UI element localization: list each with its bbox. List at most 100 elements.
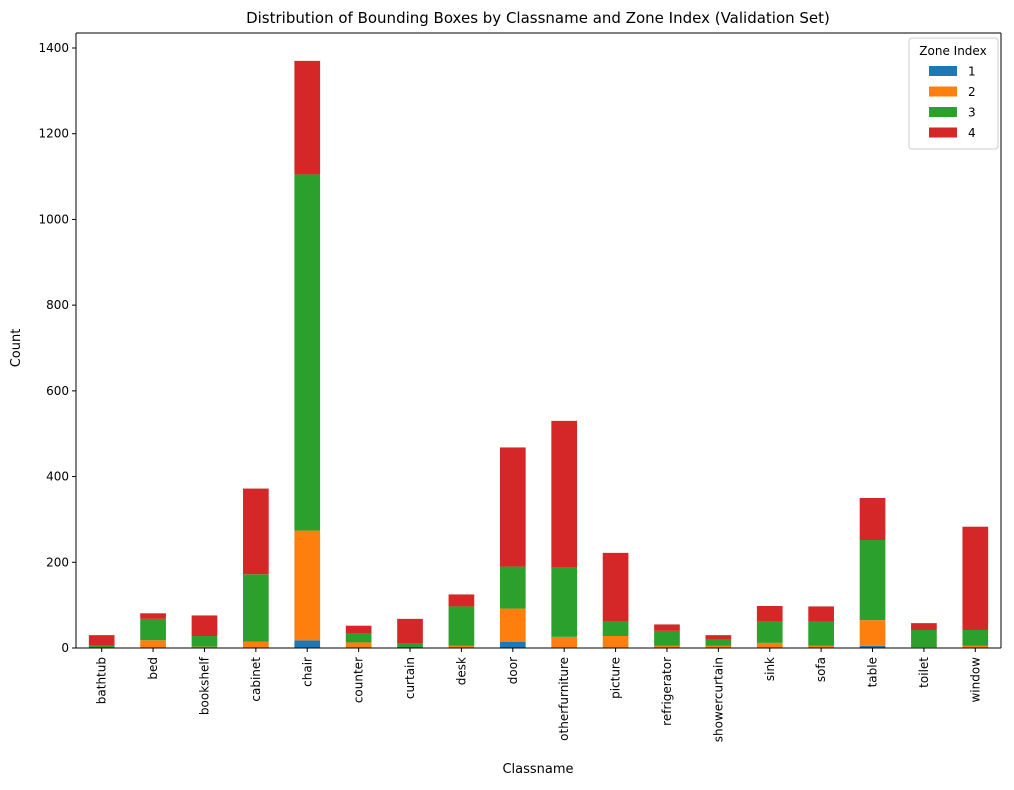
legend-label-zone-3: 3 — [968, 106, 976, 120]
legend-label-zone-4: 4 — [968, 126, 976, 140]
bar-stack-toilet — [911, 623, 937, 648]
bar-stack-counter — [345, 625, 372, 648]
legend-swatch-zone-1 — [929, 66, 957, 76]
bar-toilet-zone-3 — [911, 630, 937, 648]
bar-stack-refrigerator — [654, 624, 680, 648]
bar-window-zone-4 — [962, 526, 989, 630]
legend: Zone Index 1 2 3 4 — [908, 37, 999, 150]
bar-refrigerator-zone-4 — [654, 624, 680, 631]
x-tick-label: door — [506, 657, 520, 684]
x-tick-label: window — [968, 657, 982, 703]
bar-showercurtain-zone-3 — [705, 639, 732, 646]
bar-sink-zone-2 — [756, 642, 783, 648]
bar-chair-zone-2 — [294, 530, 321, 641]
y-tick-label: 800 — [46, 298, 69, 312]
bar-picture-zone-4 — [602, 552, 629, 621]
bar-stack-showercurtain — [705, 635, 732, 648]
x-tick-label: bookshelf — [197, 656, 211, 715]
bar-stack-door — [499, 447, 526, 648]
bar-bed-zone-4 — [140, 613, 166, 619]
legend-label-zone-1: 1 — [968, 65, 976, 79]
bar-picture-zone-3 — [602, 621, 629, 636]
x-tick-label: refrigerator — [660, 657, 674, 726]
y-tick-label: 600 — [46, 384, 69, 398]
bar-door-zone-3 — [499, 566, 526, 609]
bar-stack-desk — [448, 594, 475, 648]
x-tick-label: cabinet — [249, 657, 263, 702]
x-tick-label: desk — [454, 657, 468, 685]
bar-counter-zone-3 — [345, 633, 372, 643]
bar-counter-zone-2 — [345, 642, 372, 648]
y-tick-label: 0 — [61, 641, 69, 655]
bar-bathtub-zone-4 — [88, 635, 115, 646]
bar-showercurtain-zone-4 — [705, 635, 732, 640]
bar-cabinet-zone-2 — [243, 641, 269, 648]
legend-entries: 1 2 3 4 — [929, 65, 976, 140]
bar-table-zone-1 — [859, 645, 886, 648]
x-tick-label: counter — [352, 657, 366, 703]
x-tick-label: picture — [609, 657, 623, 699]
bar-bookshelf-zone-4 — [191, 615, 218, 636]
bar-stack-otherfurniture — [551, 420, 578, 648]
x-tick-label: showercurtain — [711, 657, 725, 742]
bar-table-zone-3 — [859, 540, 886, 621]
bar-window-zone-2 — [962, 645, 989, 648]
axes: 0 200 400 600 800 1000 1200 1400 bathtub bed books… — [38, 32, 1002, 742]
bar-bookshelf-zone-3 — [191, 636, 218, 647]
bar-otherfurniture-zone-2 — [551, 636, 578, 648]
x-tick-label: otherfurniture — [557, 657, 571, 741]
y-axis-label: Count — [9, 329, 24, 368]
x-axis-label: Classname — [502, 762, 573, 777]
bar-stack-bed — [140, 613, 166, 648]
bar-desk-zone-3 — [448, 606, 475, 646]
bar-stack-chair — [294, 60, 321, 648]
bar-stack-window — [962, 526, 989, 648]
legend-swatch-zone-4 — [929, 127, 957, 138]
legend-swatch-zone-2 — [929, 86, 957, 97]
bar-stack-bookshelf — [191, 615, 218, 648]
bar-door-zone-2 — [499, 608, 526, 642]
chart-title: Distribution of Bounding Boxes by Classn… — [246, 9, 830, 27]
bar-bed-zone-3 — [140, 618, 166, 641]
legend-label-zone-2: 2 — [968, 85, 976, 99]
bar-sofa-zone-4 — [808, 606, 834, 622]
bar-chair-zone-4 — [294, 60, 321, 175]
y-tick-label: 1400 — [38, 41, 69, 55]
bar-door-zone-4 — [499, 447, 526, 567]
bar-stack-bathtub — [88, 635, 115, 648]
legend-swatch-zone-3 — [929, 107, 957, 117]
x-tick-label: chair — [300, 657, 314, 687]
bar-picture-zone-2 — [602, 636, 629, 648]
bar-counter-zone-4 — [345, 625, 372, 633]
bar-sink-zone-3 — [756, 621, 783, 643]
bar-stack-table — [859, 498, 886, 648]
bar-toilet-zone-4 — [911, 623, 937, 630]
bar-stack-picture — [602, 552, 629, 648]
bar-stack-curtain — [397, 618, 423, 648]
x-tick-label: bathtub — [95, 657, 109, 704]
legend-title: Zone Index — [919, 44, 986, 58]
bar-refrigerator-zone-2 — [654, 645, 680, 648]
y-tick-label: 1200 — [38, 127, 69, 141]
bar-otherfurniture-zone-3 — [551, 567, 578, 637]
bar-stack-sofa — [808, 606, 834, 648]
bar-stack-cabinet — [243, 488, 269, 648]
bar-chair-zone-3 — [294, 174, 321, 531]
bar-otherfurniture-zone-4 — [551, 420, 578, 567]
bar-bathtub-zone-3 — [88, 645, 115, 648]
y-tick-label: 400 — [46, 470, 69, 484]
bar-sink-zone-4 — [756, 606, 783, 621]
bar-table-zone-2 — [859, 620, 886, 646]
bar-curtain-zone-3 — [397, 643, 423, 648]
bar-desk-zone-4 — [448, 594, 475, 607]
bar-cabinet-zone-3 — [243, 574, 269, 642]
y-tick-label: 200 — [46, 555, 69, 569]
bar-table-zone-4 — [859, 498, 886, 540]
bar-curtain-zone-4 — [397, 618, 423, 644]
bar-sofa-zone-3 — [808, 621, 834, 646]
bar-refrigerator-zone-3 — [654, 630, 680, 646]
x-tick-label: curtain — [403, 657, 417, 699]
